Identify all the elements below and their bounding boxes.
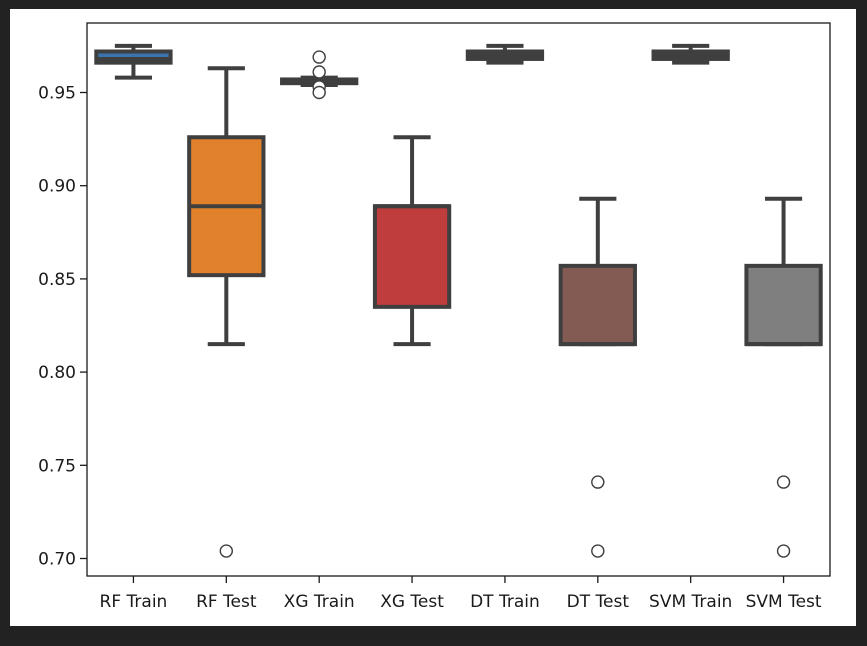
x-axis: RF Train RF Test XG Train XG Test DT Train DT… <box>100 576 822 612</box>
outlier-point <box>312 85 326 100</box>
y-tick-label: 0.75 <box>38 456 76 476</box>
y-axis: 0.70 0.75 0.80 0.85 0.90 0.95 <box>38 84 87 570</box>
y-tick-label: 0.90 <box>38 177 76 197</box>
box-plot-chart: 0.70 0.75 0.80 0.85 0.90 0.95 RF Train RF Test… <box>38 22 831 612</box>
x-tick-label: SVM Test <box>746 592 822 612</box>
y-tick-label: 0.95 <box>38 84 76 104</box>
x-tick-label: RF Test <box>196 592 257 612</box>
box-svm-train <box>651 43 730 65</box>
box-xg-test <box>372 135 452 347</box>
box-body <box>744 263 823 347</box>
plot-area-frame <box>86 22 831 577</box>
x-tick-label: DT Test <box>567 592 630 612</box>
box-rf-train <box>94 43 173 80</box>
x-tick-label: XG Train <box>284 592 355 612</box>
outlier-point <box>312 65 326 79</box>
outlier-point <box>219 544 234 558</box>
box-svm-test <box>744 196 823 558</box>
outlier-point <box>776 544 791 558</box>
y-tick-label: 0.80 <box>38 363 76 383</box>
box-body <box>372 204 452 309</box>
x-tick-label: DT Train <box>470 592 540 612</box>
x-tick-label: SVM Train <box>649 592 732 612</box>
outlier-point <box>591 544 605 558</box>
x-tick-label: RF Train <box>100 592 168 612</box>
box-xg-train <box>280 50 359 100</box>
outlier-point <box>312 50 326 64</box>
y-tick-label: 0.70 <box>38 550 76 570</box>
chart-figure: 0.70 0.75 0.80 0.85 0.90 0.95 RF Train RF Test… <box>10 9 856 626</box>
outlier-point <box>591 475 605 489</box>
y-tick-label: 0.85 <box>38 270 76 290</box>
boxes-layer <box>94 43 823 558</box>
box-body <box>558 263 637 347</box>
x-tick-label: XG Test <box>380 592 444 612</box>
box-rf-test <box>187 66 266 558</box>
box-dt-train <box>465 43 545 65</box>
outlier-point <box>776 475 791 489</box>
box-dt-test <box>558 196 637 558</box>
